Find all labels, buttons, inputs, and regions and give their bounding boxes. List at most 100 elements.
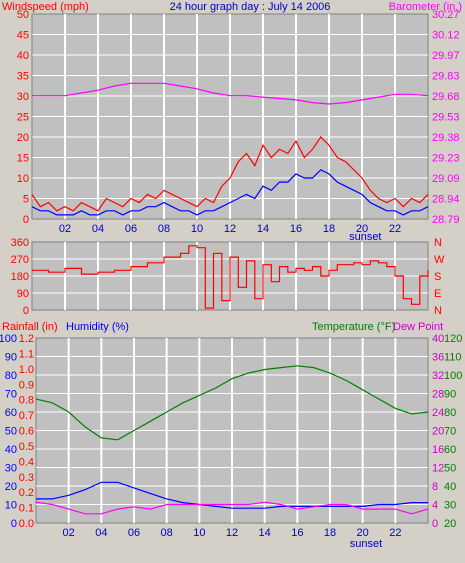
- y-tick-label-left: 60: [5, 407, 17, 419]
- y-tick-label-right: 20: [444, 518, 456, 530]
- x-tick-label: 20: [357, 527, 369, 539]
- y-tick-label-right: 30: [444, 500, 456, 512]
- y-tick-label-left: 70: [5, 389, 17, 401]
- y-tick-label-left: 30: [17, 91, 29, 103]
- x-tick-label: 14: [257, 223, 269, 235]
- y-tick-label-right: S: [434, 271, 441, 283]
- y-tick-label-left: 20: [17, 132, 29, 144]
- y-tick-label-right: 29.53: [432, 112, 460, 124]
- sunset-label: sunset: [349, 231, 381, 243]
- y-tick-label-left: 0.3: [19, 472, 34, 484]
- y-tick-label-right: 29.23: [432, 153, 460, 165]
- y-tick-label-left: 30: [5, 463, 17, 475]
- y-tick-label-right: 29.09: [432, 173, 460, 185]
- y-tick-label-left: 10: [5, 500, 17, 512]
- y-tick-label-right: 20: [432, 426, 444, 438]
- y-tick-label-right: 50: [444, 463, 456, 475]
- rain-humidity-temperature-panel: 02 04 06 08 10 12 14 16 18 20 22100908070605040302…: [0, 333, 462, 550]
- chart-title: 24 hour graph day : July 14 2006: [170, 1, 331, 13]
- y-tick-label-right: 80: [444, 407, 456, 419]
- x-tick-label: 22: [389, 527, 401, 539]
- y-tick-label-right: 24: [432, 407, 444, 419]
- y-tick-label-left: 0: [23, 305, 29, 317]
- x-tick-label: 04: [95, 527, 107, 539]
- y-tick-label-left: 1.1: [19, 348, 34, 360]
- y-tick-label-left: 0.5: [19, 441, 34, 453]
- y-tick-label-right: 29.38: [432, 132, 460, 144]
- y-tick-label-left: 35: [17, 71, 29, 83]
- wind-axis-title: Windspeed (mph): [2, 1, 89, 13]
- y-tick-label-right: 30.12: [432, 30, 460, 42]
- y-tick-label-right: 28: [432, 389, 444, 401]
- humidity-axis-title: Humidity (%): [66, 321, 129, 333]
- y-tick-label-right: 40: [432, 333, 444, 345]
- x-tick-label: 04: [92, 223, 104, 235]
- y-tick-label-left: 15: [17, 153, 29, 165]
- y-tick-label-left: 80: [5, 370, 17, 382]
- x-tick-label: 18: [323, 223, 335, 235]
- y-tick-label-right: 29.83: [432, 71, 460, 83]
- y-tick-label-left: 100: [0, 333, 17, 345]
- rainfall-axis-title: Rainfall (in): [2, 321, 58, 333]
- dewpoint-axis-title: Dew Point: [393, 321, 443, 333]
- y-tick-label-left: 90: [17, 288, 29, 300]
- y-tick-label-left: 180: [11, 271, 29, 283]
- x-tick-label: 08: [158, 223, 170, 235]
- series-line-0: [32, 245, 429, 309]
- series-line-0: [32, 82, 429, 105]
- y-tick-label-right: N: [434, 305, 442, 317]
- y-tick-label-right: 8: [432, 481, 438, 493]
- x-tick-label: 08: [161, 527, 173, 539]
- y-tick-label-right: 36: [432, 352, 444, 364]
- y-tick-label-left: 1.2: [19, 333, 34, 345]
- y-tick-label-right: 16: [432, 444, 444, 456]
- y-tick-label-right: 28.79: [432, 214, 460, 226]
- y-tick-label-right: N: [434, 237, 442, 249]
- y-tick-label-right: 120: [444, 333, 462, 345]
- series-line-1: [31, 136, 429, 212]
- y-tick-label-right: 70: [444, 426, 456, 438]
- y-tick-label-left: 25: [17, 112, 29, 124]
- y-tick-label-right: W: [434, 254, 445, 266]
- x-tick-label: 02: [59, 223, 71, 235]
- y-tick-label-right: E: [434, 288, 441, 300]
- y-tick-label-left: 50: [5, 426, 17, 438]
- y-tick-label-right: 90: [444, 389, 456, 401]
- x-tick-label: 06: [128, 527, 140, 539]
- y-tick-label-left: 1.0: [19, 364, 34, 376]
- y-tick-label-left: 360: [11, 237, 29, 249]
- y-tick-label-right: 60: [444, 444, 456, 456]
- x-tick-label: 16: [290, 223, 302, 235]
- barometer-axis-title: Barometer (in.): [389, 1, 462, 13]
- y-tick-label-left: 0.6: [19, 426, 34, 438]
- series-line-0: [35, 365, 429, 441]
- y-tick-label-right: 4: [432, 500, 438, 512]
- y-tick-label-left: 0: [23, 214, 29, 226]
- y-tick-label-left: 0.9: [19, 379, 34, 391]
- y-tick-label-left: 0.1: [19, 503, 34, 515]
- x-tick-label: 06: [125, 223, 137, 235]
- y-tick-label-left: 0.2: [19, 487, 34, 499]
- x-tick-label: 20: [356, 223, 368, 235]
- x-tick-label: 16: [291, 527, 303, 539]
- temperature-axis-title: Temperature (°F): [312, 321, 395, 333]
- x-tick-label: 14: [259, 527, 271, 539]
- panel3-titles: Rainfall (in) Humidity (%) Temperature (…: [2, 321, 443, 333]
- x-tick-label: 10: [191, 223, 203, 235]
- y-tick-label-left: 90: [5, 352, 17, 364]
- y-tick-label-right: 0: [432, 518, 438, 530]
- y-tick-label-right: 32: [432, 370, 444, 382]
- wind-barometer-panel: 02 04 06 08 10 12 14 16 18 20 22504540353025201510…: [17, 9, 460, 243]
- x-tick-label: 02: [63, 527, 75, 539]
- series-line-2: [35, 501, 429, 515]
- y-tick-label-left: 40: [5, 444, 17, 456]
- x-tick-label: 12: [226, 527, 238, 539]
- x-tick-label: 18: [324, 527, 336, 539]
- y-tick-label-right: 29.97: [432, 50, 460, 62]
- y-tick-label-right: 30.27: [432, 9, 460, 21]
- series-line-1: [36, 481, 428, 509]
- y-tick-label-left: 50: [17, 9, 29, 21]
- y-tick-label-right: 12: [432, 463, 444, 475]
